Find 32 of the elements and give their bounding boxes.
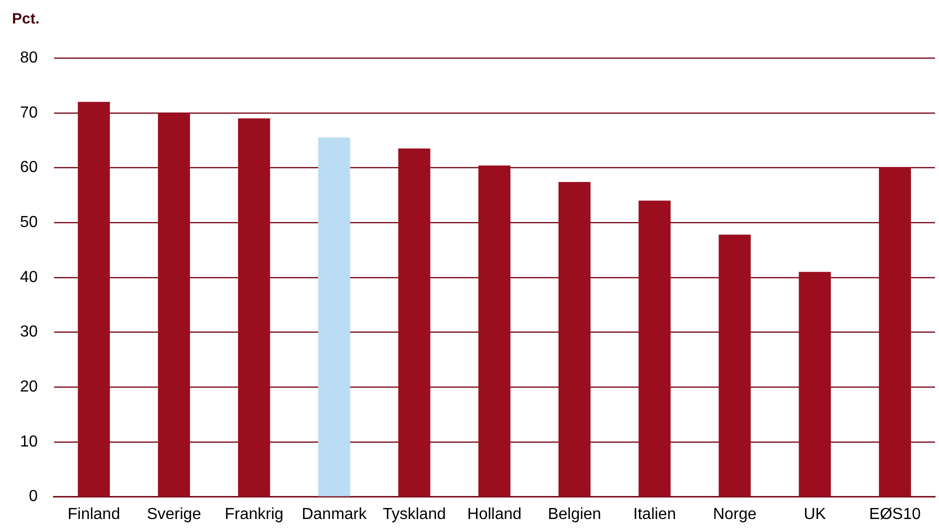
y-axis-title: Pct.	[12, 10, 40, 28]
x-tick-label: EØS10	[869, 506, 921, 523]
bar	[158, 112, 190, 496]
x-tick-label: Italien	[633, 506, 676, 523]
x-tick-label: Tyskland	[382, 506, 446, 523]
y-tick-label: 80	[20, 49, 38, 66]
x-tick-label: Danmark	[302, 506, 368, 523]
y-tick-label: 50	[20, 214, 38, 231]
bar	[718, 234, 751, 496]
bar	[878, 167, 911, 496]
x-tick-label: Norge	[712, 506, 757, 523]
bar	[78, 102, 110, 496]
bar	[398, 148, 430, 496]
x-tick-label: Finland	[68, 506, 120, 523]
y-tick-label: 20	[20, 378, 38, 396]
bar	[558, 182, 591, 496]
bar	[318, 138, 350, 496]
y-tick-label: 60	[20, 159, 38, 176]
y-tick-label: 70	[20, 104, 38, 122]
x-tick-label: Belgien	[548, 506, 602, 523]
bar	[238, 118, 270, 496]
bar	[478, 166, 510, 496]
y-tick-label: 10	[20, 433, 38, 450]
y-tick-label: 0	[28, 488, 38, 506]
bar	[638, 200, 671, 496]
x-tick-label: Sverige	[146, 506, 202, 523]
x-tick-label: Frankrig	[224, 506, 284, 523]
bar	[798, 272, 831, 496]
y-tick-label: 30	[20, 324, 38, 341]
x-tick-label: UK	[804, 506, 826, 523]
y-tick-label: 40	[20, 268, 38, 286]
x-tick-label: Holland	[467, 506, 522, 523]
